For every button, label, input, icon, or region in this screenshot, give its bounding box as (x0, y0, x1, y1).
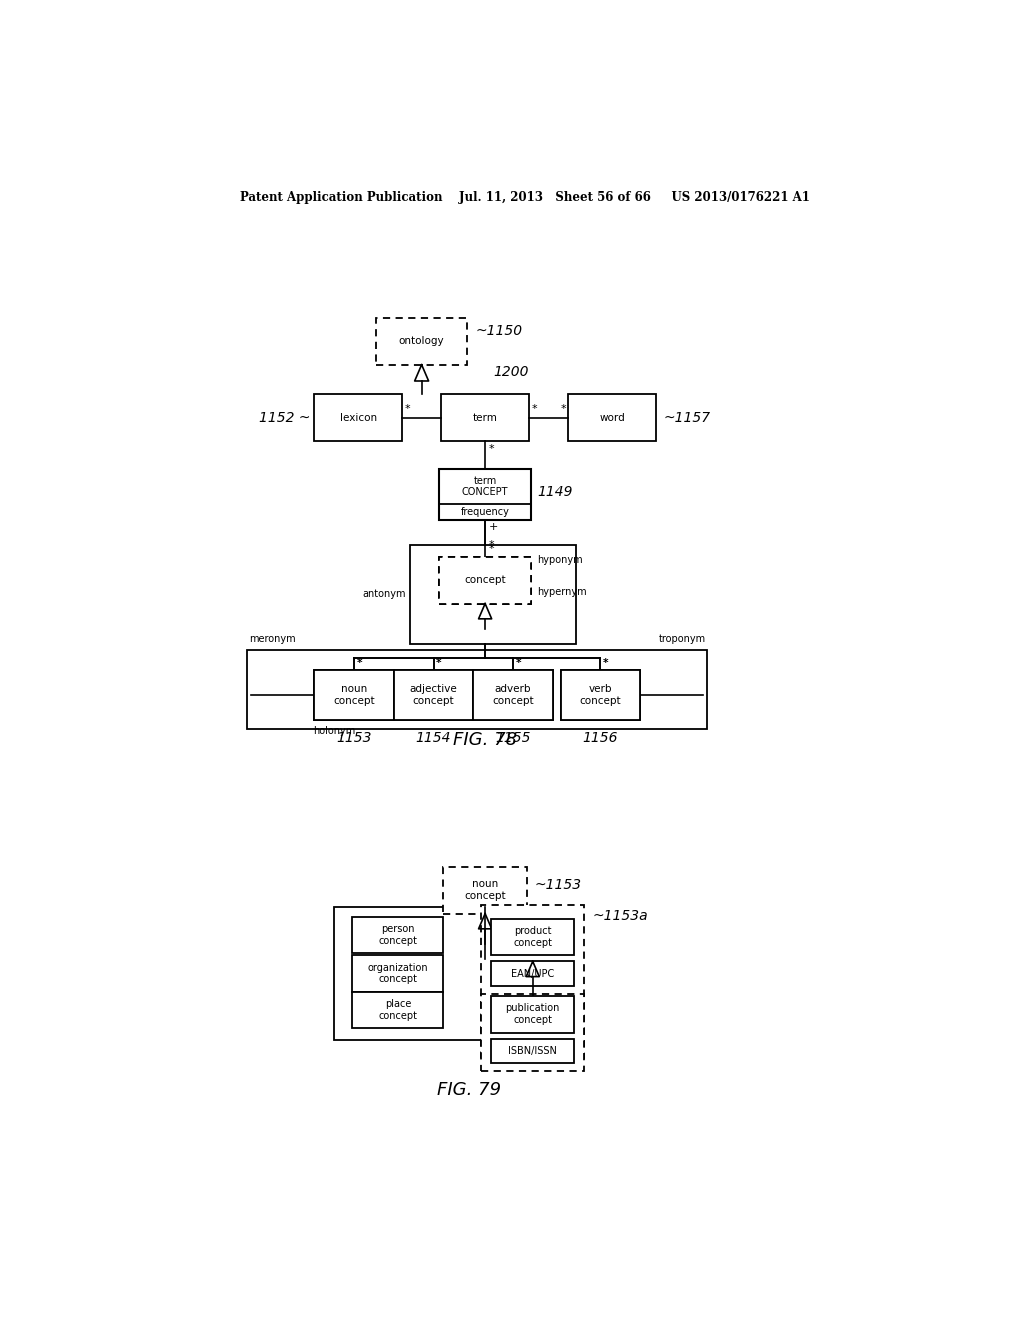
Bar (492, 1039, 574, 1063)
Bar (394, 669, 473, 721)
Text: hypernym: hypernym (538, 587, 587, 598)
Text: word: word (599, 413, 625, 422)
Text: 1149: 1149 (538, 484, 572, 499)
Bar (443, 867, 526, 913)
Text: person
concept: person concept (378, 924, 418, 945)
Bar (352, 916, 443, 953)
Text: product
concept: product concept (513, 927, 552, 948)
Bar (481, 994, 585, 1071)
Text: 1153: 1153 (337, 731, 372, 744)
Text: EAN/UPC: EAN/UPC (511, 969, 554, 978)
Text: verb
concept: verb concept (580, 684, 621, 706)
Bar (560, 669, 640, 721)
Text: *: * (436, 657, 441, 668)
Bar (481, 906, 585, 1057)
Text: organization
concept: organization concept (368, 962, 428, 985)
Text: ontology: ontology (398, 337, 444, 346)
Text: 1152 ~: 1152 ~ (259, 411, 310, 425)
Text: *: * (515, 657, 521, 668)
Text: noun
concept: noun concept (334, 684, 375, 706)
Text: 1154: 1154 (416, 731, 452, 744)
Bar (439, 557, 530, 603)
Text: *: * (436, 657, 441, 668)
Text: ~1150: ~1150 (475, 325, 522, 338)
Bar (560, 669, 640, 721)
Text: *: * (560, 404, 566, 413)
Text: holonym: holonym (313, 726, 355, 735)
Text: FIG. 79: FIG. 79 (437, 1081, 502, 1100)
Bar (441, 395, 528, 441)
Bar (439, 470, 530, 520)
Bar (492, 995, 574, 1032)
Text: ~1153: ~1153 (535, 878, 582, 892)
Text: Patent Application Publication    Jul. 11, 2013   Sheet 56 of 66     US 2013/017: Patent Application Publication Jul. 11, … (240, 190, 810, 203)
Text: *: * (602, 657, 608, 668)
Text: adjective
concept: adjective concept (410, 684, 458, 706)
Text: adverb
concept: adverb concept (493, 684, 534, 706)
Text: 1155: 1155 (496, 731, 530, 744)
Text: FIG. 78: FIG. 78 (453, 731, 517, 748)
Bar (492, 919, 574, 956)
Text: concept: concept (464, 576, 506, 585)
Text: *: * (515, 657, 521, 668)
Text: 1200: 1200 (494, 364, 528, 379)
Text: concept: concept (464, 576, 506, 585)
Text: ISBN/ISSN: ISBN/ISSN (508, 1045, 557, 1056)
Text: antonym: antonym (362, 590, 406, 599)
Text: *: * (488, 444, 494, 454)
Text: place
concept: place concept (378, 999, 418, 1020)
Bar (376, 318, 467, 364)
Text: lexicon: lexicon (340, 413, 377, 422)
Text: troponym: troponym (658, 634, 706, 644)
Text: meronym: meronym (249, 634, 295, 644)
Bar (314, 669, 394, 721)
Text: *: * (356, 657, 362, 668)
Text: noun
concept: noun concept (464, 879, 506, 902)
Bar (352, 956, 443, 991)
Text: publication
concept: publication concept (506, 1003, 560, 1026)
Text: ~1157: ~1157 (664, 411, 711, 425)
Bar (473, 669, 553, 721)
Text: adjective
concept: adjective concept (410, 684, 458, 706)
Text: noun
concept: noun concept (334, 684, 375, 706)
Text: frequency: frequency (461, 507, 510, 517)
Text: verb
concept: verb concept (580, 684, 621, 706)
Text: 1156: 1156 (583, 731, 617, 744)
Bar (314, 395, 401, 441)
Text: term
CONCEPT: term CONCEPT (462, 477, 508, 498)
Text: *: * (404, 404, 411, 413)
Text: *: * (488, 540, 494, 549)
Bar (473, 669, 553, 721)
Text: hyponym: hyponym (538, 554, 583, 565)
Bar (352, 991, 443, 1028)
Text: term: term (473, 413, 498, 422)
Text: *: * (356, 657, 362, 668)
Bar (439, 557, 530, 603)
Text: ~1153a: ~1153a (592, 908, 648, 923)
Bar (410, 545, 577, 644)
Bar (314, 669, 394, 721)
Bar (492, 961, 574, 986)
Bar (568, 395, 655, 441)
Bar (247, 651, 708, 729)
Text: *: * (602, 657, 608, 668)
Text: +: + (488, 523, 498, 532)
Bar (334, 907, 583, 1040)
Bar (394, 669, 473, 721)
Text: adverb
concept: adverb concept (493, 684, 534, 706)
Text: *: * (488, 544, 494, 554)
Text: *: * (531, 404, 537, 413)
